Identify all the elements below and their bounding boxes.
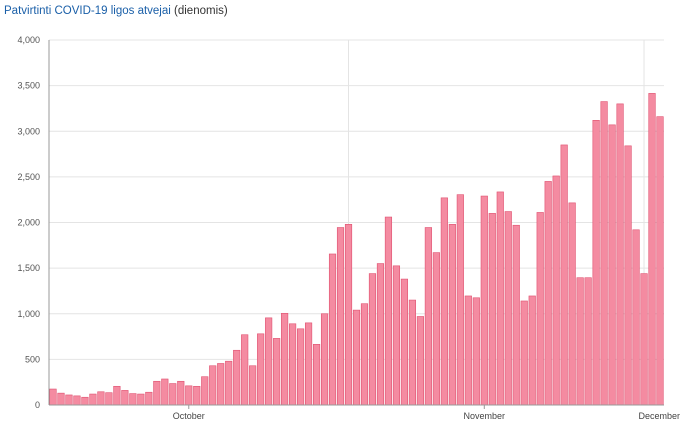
bar bbox=[113, 385, 121, 406]
bar bbox=[65, 394, 73, 406]
bar bbox=[432, 252, 440, 406]
bar bbox=[456, 194, 464, 406]
bar bbox=[273, 338, 281, 406]
bar bbox=[49, 388, 57, 406]
bar bbox=[376, 263, 385, 406]
bar bbox=[400, 278, 408, 406]
y-tick-label: 4,000 bbox=[17, 35, 40, 45]
bar bbox=[368, 273, 377, 406]
bar bbox=[520, 300, 528, 406]
bar bbox=[648, 93, 656, 406]
bar bbox=[384, 216, 393, 406]
y-tick-label: 1,000 bbox=[17, 309, 40, 319]
bar bbox=[129, 393, 137, 406]
bar bbox=[161, 378, 169, 406]
bar bbox=[632, 229, 640, 406]
bar bbox=[73, 395, 81, 406]
y-tick-label: 1,500 bbox=[17, 263, 40, 273]
bar bbox=[289, 323, 297, 406]
bar bbox=[560, 144, 568, 406]
bar bbox=[209, 365, 217, 406]
bar bbox=[328, 253, 337, 406]
x-tick-label: November bbox=[464, 411, 506, 421]
bar bbox=[281, 312, 289, 406]
bar bbox=[552, 175, 560, 406]
y-tick-label: 3,000 bbox=[17, 126, 40, 136]
y-tick-label: 500 bbox=[25, 354, 40, 364]
chart-axes bbox=[48, 40, 664, 409]
bar bbox=[448, 224, 456, 406]
bar bbox=[640, 273, 648, 406]
bar bbox=[472, 297, 480, 406]
y-tick-label: 2,500 bbox=[17, 172, 40, 182]
bar bbox=[656, 116, 664, 406]
bar bbox=[217, 363, 225, 406]
bar bbox=[145, 391, 153, 406]
bar bbox=[528, 295, 536, 406]
bar bbox=[97, 391, 105, 406]
bar bbox=[352, 309, 361, 406]
bar bbox=[488, 213, 496, 406]
x-tick-label: October bbox=[173, 411, 205, 421]
bar bbox=[344, 224, 353, 406]
bar bbox=[608, 124, 616, 406]
bar bbox=[249, 365, 257, 406]
bar bbox=[320, 313, 329, 406]
bar bbox=[57, 392, 65, 406]
bar bbox=[592, 120, 600, 406]
bar bbox=[568, 202, 576, 406]
y-tick-label: 0 bbox=[35, 400, 40, 410]
bar bbox=[392, 265, 401, 406]
chart-title: Patvirtinti COVID-19 ligos atvejai (dien… bbox=[4, 5, 228, 17]
bar bbox=[89, 393, 97, 406]
bar bbox=[265, 317, 273, 406]
bar bbox=[137, 393, 145, 406]
bar bbox=[408, 299, 416, 406]
bar bbox=[185, 385, 193, 406]
bar bbox=[624, 145, 632, 406]
bar bbox=[153, 380, 161, 406]
bar bbox=[600, 101, 608, 406]
bar bbox=[360, 303, 369, 406]
bar bbox=[464, 295, 472, 406]
bar bbox=[440, 197, 448, 406]
bar bbox=[233, 349, 241, 406]
bar bbox=[536, 212, 544, 406]
bar bbox=[512, 224, 520, 406]
bar bbox=[336, 227, 345, 406]
bar bbox=[312, 344, 321, 406]
bar bbox=[121, 390, 129, 406]
bar bbox=[193, 385, 201, 406]
bar bbox=[177, 380, 185, 406]
bar bbox=[576, 277, 584, 406]
bar bbox=[584, 277, 592, 406]
bar bbox=[241, 334, 249, 406]
bar bbox=[544, 181, 552, 406]
bar bbox=[169, 383, 177, 406]
chart-bars bbox=[49, 93, 664, 406]
bar bbox=[424, 227, 432, 406]
chart-title-suffix: (dienomis) bbox=[174, 5, 228, 17]
bar bbox=[480, 195, 488, 406]
y-tick-label: 2,000 bbox=[17, 218, 40, 228]
bar bbox=[81, 396, 89, 406]
bar bbox=[105, 392, 113, 406]
chart-tick-labels: 0 500 1,000 1,500 2,000 2,500 3,000 3,500 4,000 O… bbox=[17, 35, 680, 421]
chart-title-main: Patvirtinti COVID-19 ligos atvejai bbox=[4, 5, 171, 17]
y-tick-label: 3,500 bbox=[17, 81, 40, 91]
bar bbox=[201, 376, 209, 406]
bar bbox=[225, 360, 233, 406]
bar bbox=[496, 191, 504, 406]
bar bbox=[304, 322, 313, 406]
bar bbox=[257, 333, 265, 406]
bar bbox=[416, 316, 424, 406]
bar bbox=[616, 103, 624, 406]
bar bbox=[504, 211, 512, 406]
bar bbox=[297, 328, 305, 406]
x-tick-label: December bbox=[638, 411, 680, 421]
